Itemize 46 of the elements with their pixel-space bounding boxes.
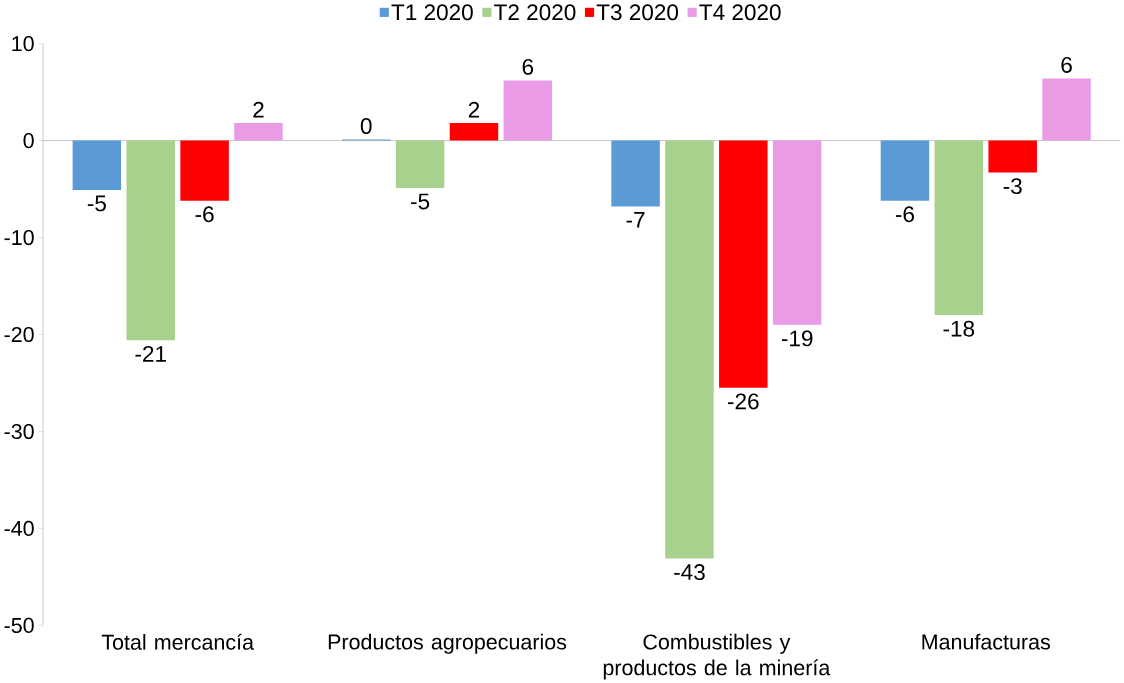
bar (180, 140, 229, 201)
data-label: 2 (468, 101, 480, 118)
data-label: -5 (411, 193, 430, 210)
legend-label: T1 2020 (391, 4, 473, 21)
data-label: -7 (626, 212, 645, 228)
x-tick-label: Manufacturas (922, 633, 1050, 650)
legend-label: T2 2020 (494, 4, 576, 21)
legend-label: T3 2020 (596, 4, 679, 21)
data-label: -5 (87, 195, 106, 212)
y-tick-label: -10 (4, 229, 34, 246)
data-label: -21 (135, 345, 166, 362)
bar (395, 140, 445, 189)
data-label: -19 (781, 330, 813, 347)
legend-label: T4 2020 (699, 4, 781, 21)
data-label: 6 (522, 58, 534, 75)
data-label: -43 (674, 564, 705, 580)
y-tick-label: 10 (12, 35, 34, 52)
y-tick-label: -20 (4, 326, 34, 343)
bar (880, 140, 930, 201)
bar (449, 123, 499, 141)
y-tick-label: 0 (23, 132, 34, 149)
y-tick-label: -40 (4, 520, 34, 536)
data-label: -6 (195, 206, 214, 223)
data-label: 2 (253, 101, 264, 118)
y-tick-label: -50 (4, 617, 34, 633)
x-tick-label: Total mercancía (101, 633, 255, 650)
bar (934, 140, 984, 316)
y-tick-label: -30 (4, 423, 34, 439)
bar (126, 140, 175, 341)
x-tick-label: Productos agropecuarios (328, 633, 567, 654)
bar (611, 140, 660, 207)
bar (503, 80, 553, 141)
bar (234, 123, 283, 141)
data-label: -6 (895, 206, 914, 223)
data-label: -18 (943, 320, 975, 337)
bar (719, 140, 768, 388)
data-label: 6 (1061, 56, 1072, 73)
data-label: -3 (1003, 178, 1022, 195)
bar (72, 140, 122, 190)
bar (1042, 78, 1091, 141)
data-label: -26 (728, 393, 759, 410)
bar (665, 140, 714, 559)
data-label: 0 (360, 117, 372, 134)
bar (988, 140, 1037, 173)
x-tick-label: Combustibles y productos de la minería (603, 633, 831, 680)
bar (772, 140, 822, 325)
